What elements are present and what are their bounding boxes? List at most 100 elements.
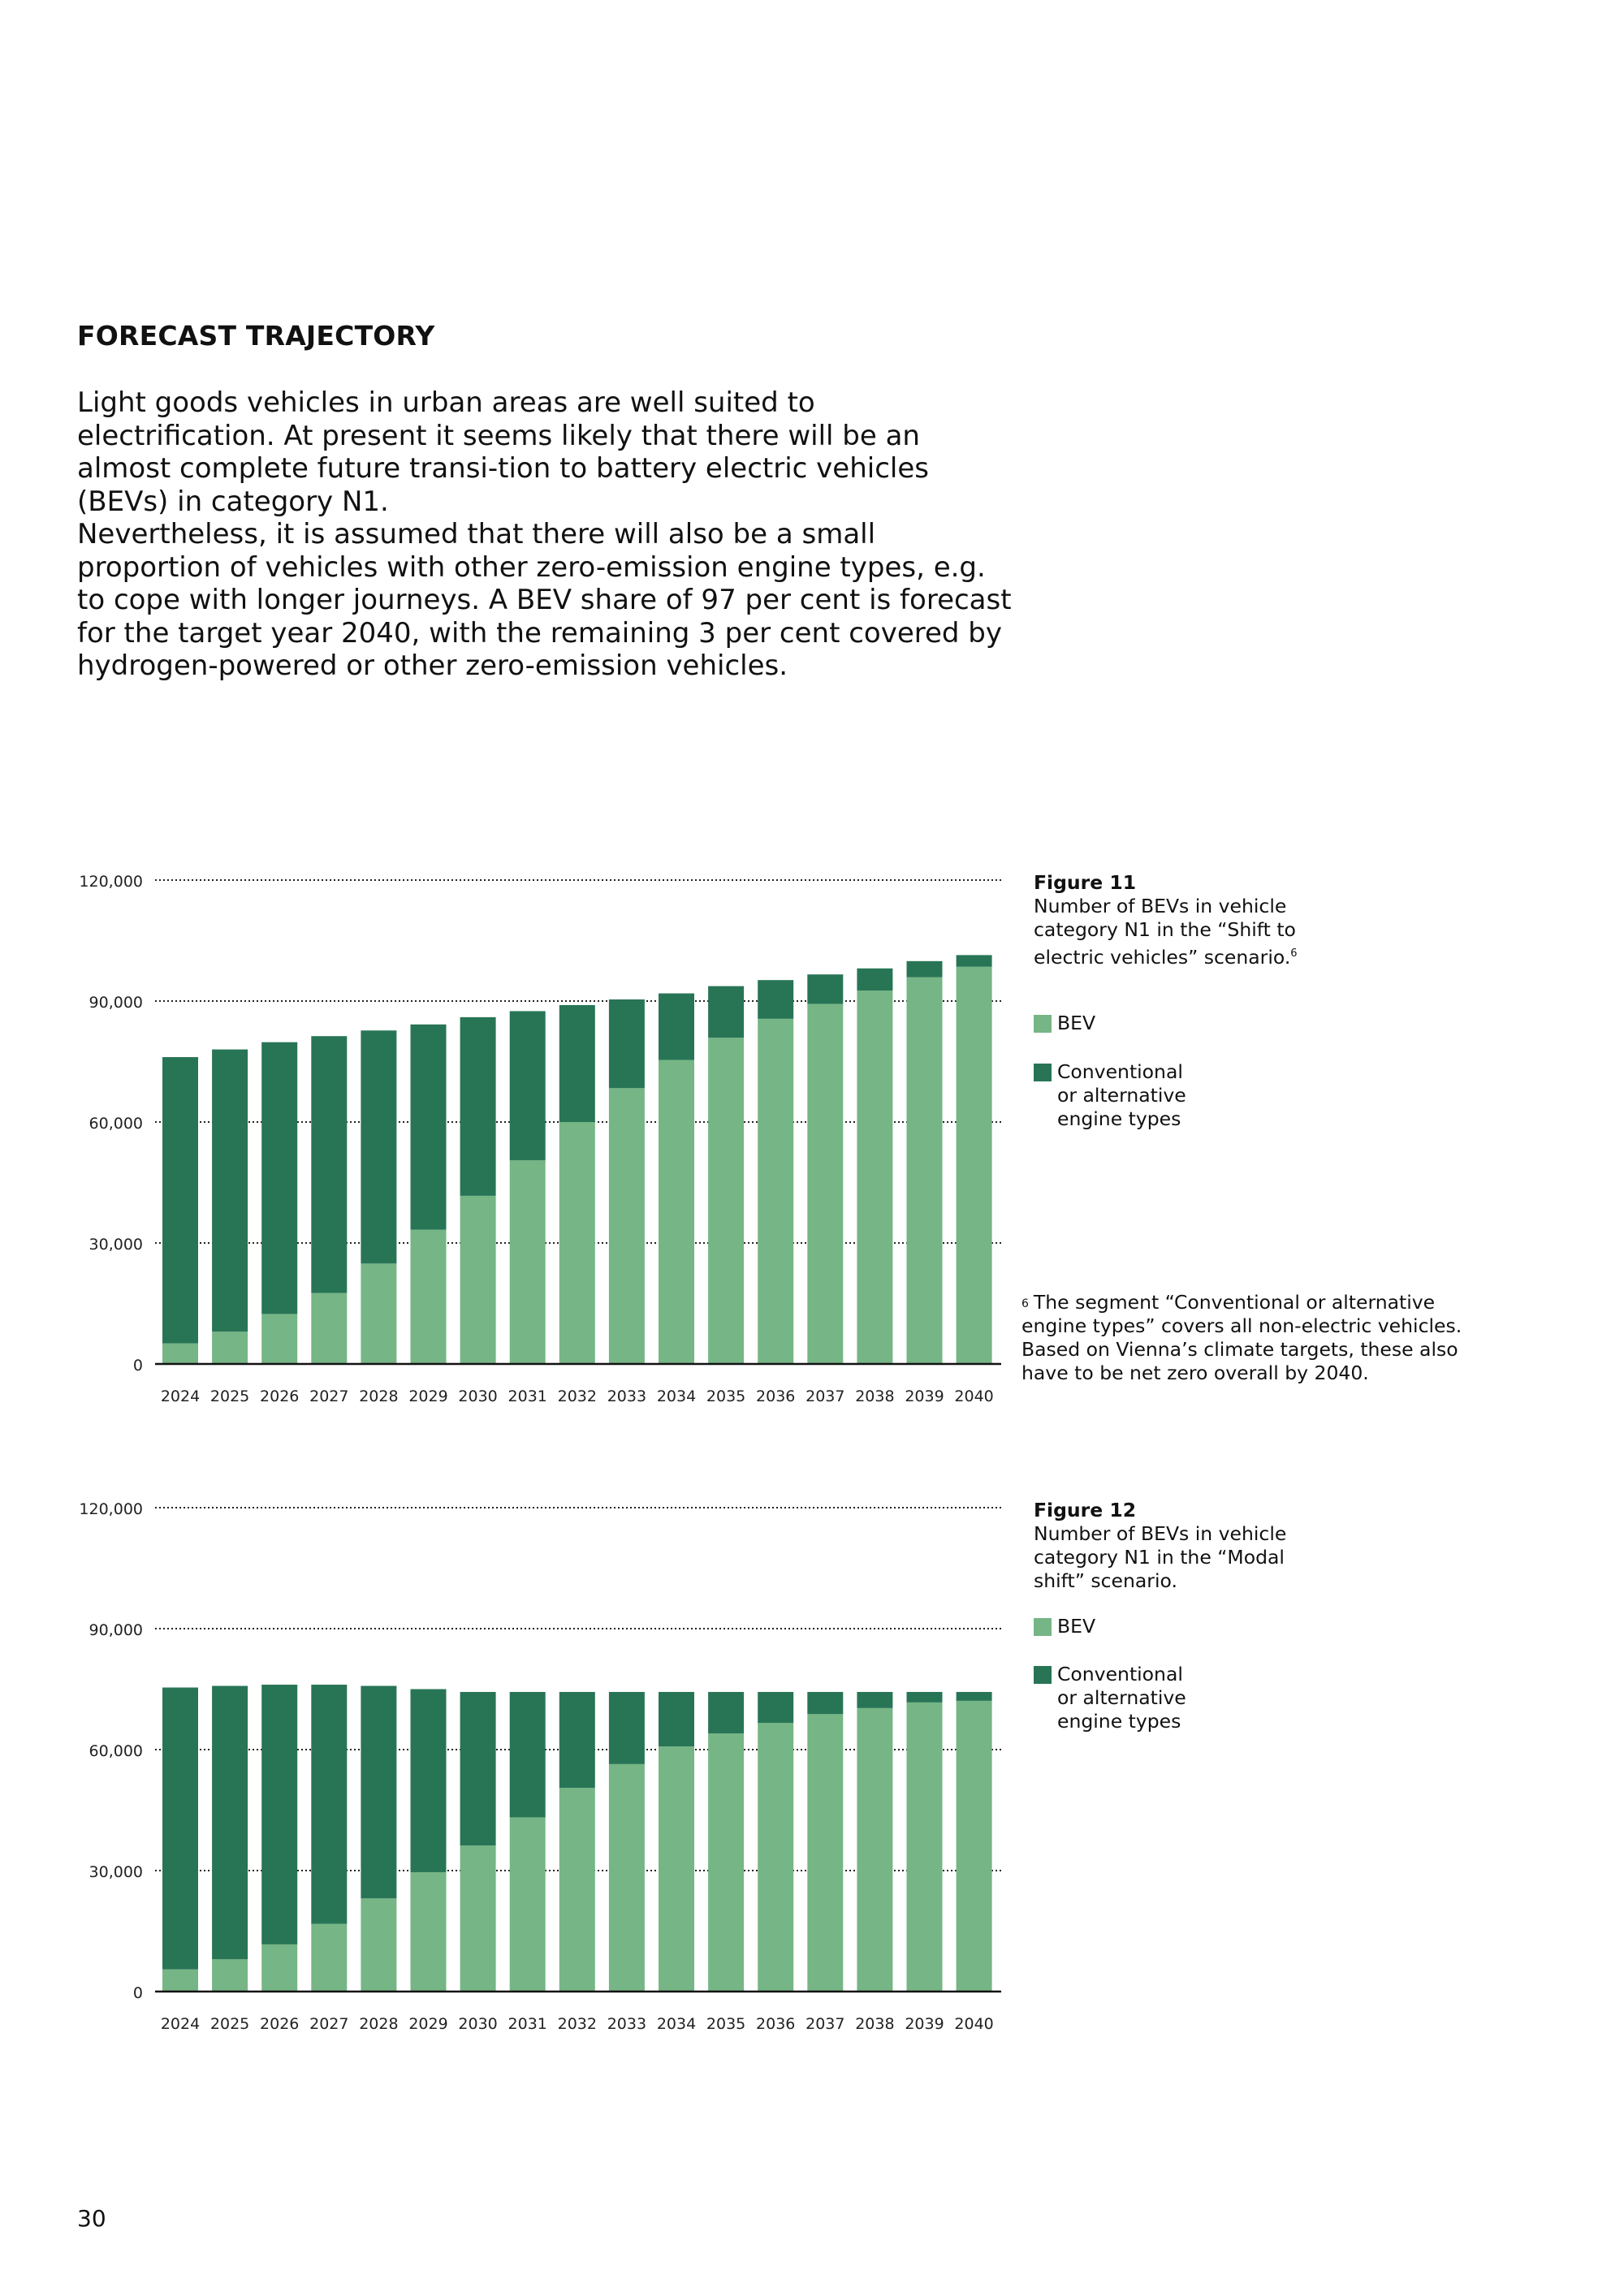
y-tick-label: 30,000 — [89, 1236, 143, 1254]
y-tick-label: 0 — [133, 1984, 143, 2002]
figure-title: Figure 11 — [1034, 871, 1137, 894]
x-tick-label: 2026 — [260, 1388, 299, 1405]
bar-bev — [361, 1263, 397, 1364]
bar-bev — [559, 1788, 595, 1992]
x-tick-label: 2036 — [756, 1388, 795, 1405]
bar-conventional — [807, 1691, 844, 1715]
footnote-marker: 6 — [1021, 1297, 1029, 1310]
bar-bev — [857, 990, 893, 1364]
x-tick-label: 2029 — [408, 2015, 447, 2033]
x-tick-label: 2030 — [458, 2015, 497, 2033]
x-tick-label: 2024 — [161, 2015, 200, 2033]
x-tick-label: 2031 — [508, 1388, 547, 1405]
x-tick-label: 2037 — [806, 1388, 844, 1405]
figure-11-caption: Figure 11 Number of BEVs in vehicle cate… — [1034, 871, 1310, 969]
legend-conventional: Conventional or alternative engine types — [1034, 1663, 1196, 1733]
y-tick-label: 90,000 — [89, 1621, 143, 1639]
bar-bev — [509, 1817, 546, 1992]
bar-bev — [460, 1845, 496, 1992]
bar-bev — [162, 1969, 198, 1992]
bar-bev — [608, 1088, 645, 1364]
bar-bev — [758, 1723, 794, 1992]
x-tick-label: 2038 — [855, 1388, 894, 1405]
y-tick-label: 0 — [133, 1357, 143, 1375]
bar-bev — [758, 1018, 794, 1364]
figure-12-caption: Figure 12 Number of BEVs in vehicle cate… — [1034, 1499, 1310, 1593]
bev-swatch — [1034, 1618, 1052, 1636]
bar-bev — [906, 1702, 943, 1992]
x-tick-label: 2025 — [210, 2015, 249, 2033]
legend-bev: BEV — [1034, 1012, 1196, 1035]
bev-swatch — [1034, 1015, 1052, 1033]
y-tick-label: 60,000 — [89, 1115, 143, 1133]
bar-bev — [212, 1331, 248, 1364]
bar-conventional — [311, 1036, 348, 1293]
bar-conventional — [906, 960, 943, 978]
bar-bev — [162, 1343, 198, 1364]
bar-conventional — [361, 1030, 397, 1264]
x-tick-label: 2032 — [558, 2015, 597, 2033]
x-tick-label: 2040 — [954, 1388, 993, 1405]
bar-conventional — [559, 1691, 595, 1789]
figure-12-chart: 0 30,000 60,000 90,000 120,000 2024 2025 2026 20… — [79, 1500, 1001, 2033]
bar-bev — [906, 977, 943, 1364]
bar-bev — [311, 1923, 348, 1992]
bar-bev — [807, 1003, 844, 1364]
y-tick-label: 90,000 — [89, 994, 143, 1012]
page-number: 30 — [77, 2205, 106, 2232]
bar-conventional — [708, 986, 745, 1038]
bar-bev — [311, 1293, 348, 1364]
x-tick-label: 2039 — [905, 1388, 944, 1405]
bar-conventional — [758, 980, 794, 1019]
bar-conventional — [311, 1685, 348, 1924]
bar-bev — [857, 1707, 893, 1992]
bar-conventional — [708, 1691, 745, 1734]
body-paragraph: Nevertheless, it is assumed that there w… — [77, 518, 1012, 682]
y-tick-label: 60,000 — [89, 1742, 143, 1760]
bar-bev — [807, 1714, 844, 1992]
footnote-ref: 6 — [1290, 947, 1298, 960]
bar-conventional — [162, 1687, 198, 1970]
bar-bev — [708, 1733, 745, 1992]
bar-conventional — [857, 1691, 893, 1708]
bar-bev — [261, 1944, 298, 1992]
bar-conventional — [807, 974, 844, 1004]
footnote-text: The segment “Conventional or alternative… — [1021, 1291, 1462, 1384]
bar-conventional — [212, 1049, 248, 1332]
x-tick-label: 2028 — [359, 2015, 398, 2033]
y-tick-label: 30,000 — [89, 1863, 143, 1881]
bar-bev — [559, 1122, 595, 1364]
bar-bev — [460, 1195, 496, 1364]
bar-conventional — [361, 1685, 397, 1899]
bar-conventional — [261, 1042, 298, 1314]
legend-conventional: Conventional or alternative engine types — [1034, 1060, 1196, 1131]
x-tick-label: 2038 — [855, 2015, 894, 2033]
x-tick-label: 2034 — [657, 2015, 696, 2033]
bar-conventional — [956, 955, 992, 967]
figure-11-chart: 0 30,000 60,000 90,000 120,000 2024 2025 2026 20… — [79, 873, 1001, 1405]
bar-bev — [410, 1871, 447, 1992]
footnote: 6 The segment “Conventional or alternativ… — [1021, 1291, 1492, 1385]
y-tick-label: 120,000 — [79, 1500, 143, 1518]
x-tick-label: 2024 — [161, 1388, 200, 1405]
bar-conventional — [857, 968, 893, 991]
legend-label: BEV — [1057, 1615, 1096, 1638]
x-tick-label: 2034 — [657, 1388, 696, 1405]
conventional-swatch — [1034, 1064, 1052, 1081]
bar-conventional — [162, 1057, 198, 1344]
bar-conventional — [509, 1691, 546, 1818]
bar-bev — [659, 1060, 694, 1364]
x-tick-label: 2027 — [309, 1388, 348, 1405]
bar-bev — [659, 1746, 694, 1992]
x-tick-label: 2027 — [309, 2015, 348, 2033]
bar-bev — [212, 1959, 248, 1992]
x-tick-label: 2039 — [905, 2015, 944, 2033]
bar-conventional — [659, 1691, 694, 1747]
x-tick-label: 2035 — [706, 2015, 745, 2033]
legend-label: BEV — [1057, 1012, 1096, 1034]
y-tick-label: 120,000 — [79, 873, 143, 891]
x-tick-label: 2032 — [558, 1388, 597, 1405]
x-tick-label: 2040 — [954, 2015, 993, 2033]
bar-conventional — [460, 1691, 496, 1846]
bar-bev — [608, 1763, 645, 1992]
